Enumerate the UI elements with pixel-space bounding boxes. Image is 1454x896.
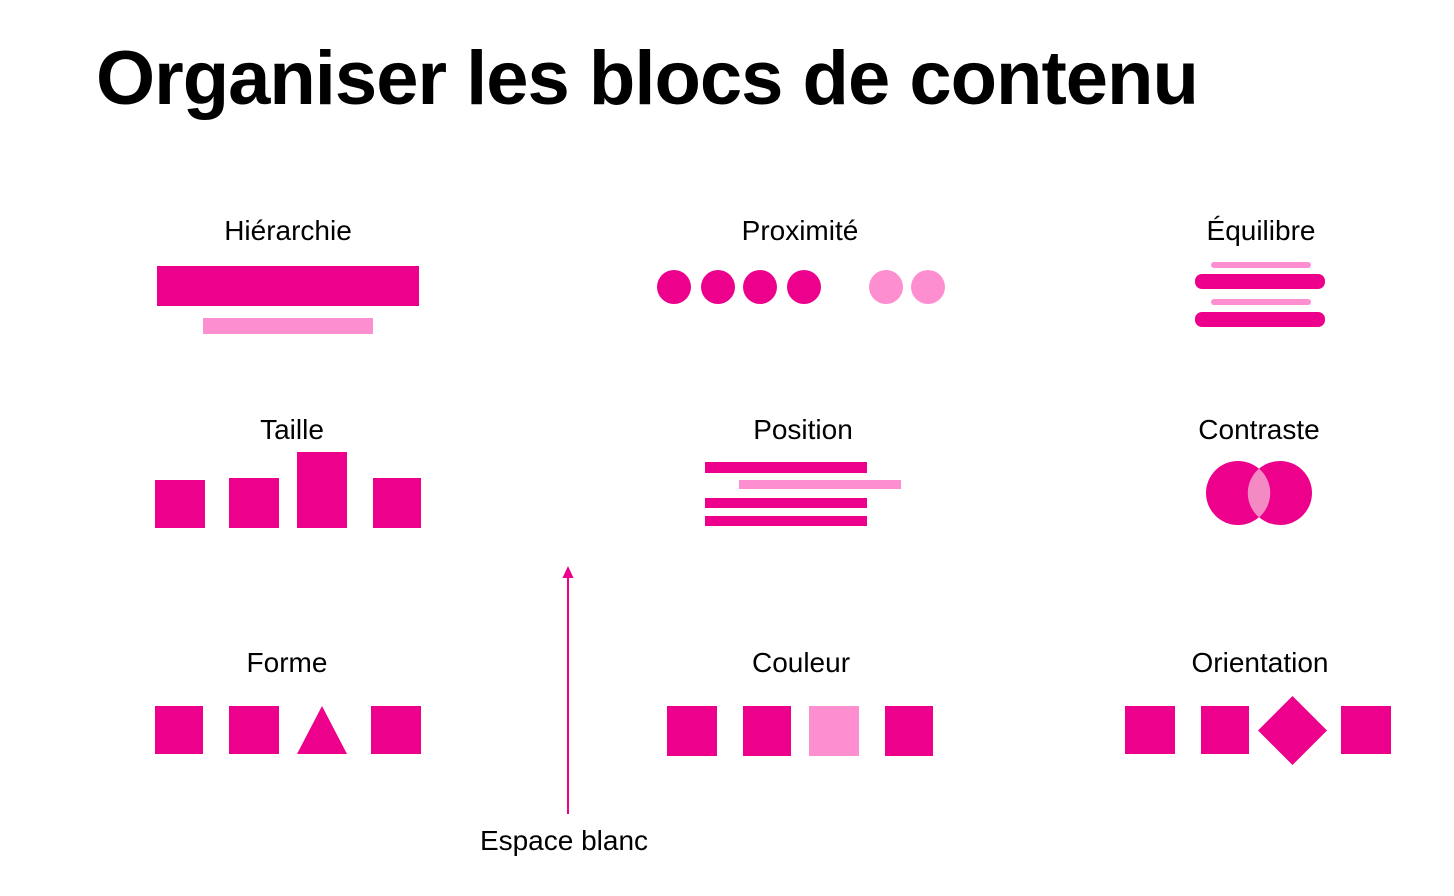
forme-square	[229, 706, 279, 754]
couleur-square	[667, 706, 717, 756]
equilibre-thin-line	[1211, 262, 1311, 268]
label-proximite: Proximité	[741, 215, 859, 246]
label-taille: Taille	[260, 414, 324, 445]
page-title: Organiser les blocs de contenu	[96, 36, 1199, 121]
position-line	[705, 498, 867, 508]
proximite-dot	[743, 270, 777, 304]
position-offset-line	[739, 480, 901, 489]
label-contraste: Contraste	[1198, 414, 1320, 445]
taille-square	[155, 480, 205, 528]
forme-triangle	[297, 706, 347, 754]
label-espace-blanc: Espace blanc	[479, 825, 649, 856]
arrow-up-icon	[562, 566, 574, 814]
proximite-dot	[787, 270, 821, 304]
orientation-square	[1341, 706, 1391, 754]
taille-square	[229, 478, 279, 528]
proximite-light-dot	[911, 270, 945, 304]
proximite-light-dot	[869, 270, 903, 304]
position-line	[705, 516, 867, 526]
forme-square	[155, 706, 203, 754]
label-orientation: Orientation	[1191, 647, 1329, 678]
equilibre-thin-line	[1211, 299, 1311, 305]
couleur-square	[743, 706, 791, 756]
label-equilibre: Équilibre	[1206, 215, 1316, 246]
couleur-square	[885, 706, 933, 756]
taille-square	[373, 478, 421, 528]
forme-square	[371, 706, 421, 754]
equilibre-thick-line	[1195, 274, 1325, 289]
couleur-light-square	[809, 706, 859, 756]
orientation-square	[1125, 706, 1175, 754]
proximite-dot	[701, 270, 735, 304]
label-forme: Forme	[246, 647, 328, 678]
equilibre-thick-line	[1195, 312, 1325, 327]
label-hierarchie: Hiérarchie	[224, 215, 352, 246]
proximite-dot	[657, 270, 691, 304]
taille-tall-rectangle	[297, 452, 347, 528]
position-line	[705, 462, 867, 473]
contraste-overlapping-circles	[1206, 461, 1312, 525]
hierarchie-secondary-bar	[203, 318, 373, 334]
orientation-rotated-square	[1258, 696, 1327, 765]
label-position: Position	[753, 414, 853, 445]
hierarchie-primary-bar	[157, 266, 419, 306]
orientation-square	[1201, 706, 1249, 754]
label-couleur: Couleur	[751, 647, 851, 678]
